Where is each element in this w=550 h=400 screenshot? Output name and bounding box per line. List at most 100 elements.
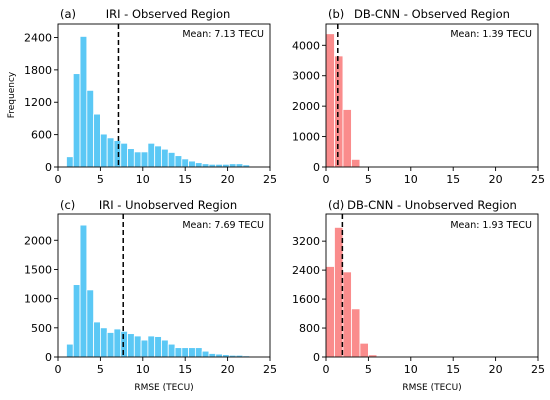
panel-a-bar — [188, 160, 196, 168]
panel-c-ytick-label: 1000 — [24, 293, 52, 306]
panel-c-xtick-label: 25 — [263, 363, 277, 376]
panel-c-bar — [188, 347, 196, 358]
panel-a-bar — [147, 142, 156, 168]
panel-a-bar — [120, 142, 128, 168]
panel-c-ytick-label: 500 — [31, 322, 52, 335]
panel-a-ytick-label: 1200 — [24, 96, 52, 109]
panel-c-bar — [72, 284, 81, 358]
panel-c-ytick-label: 0 — [45, 351, 52, 364]
panel-b-bar — [334, 55, 344, 168]
panel-d-title: DB-CNN - Unobserved Region — [347, 198, 517, 212]
panel-a-bar — [127, 148, 135, 168]
panel-d-frame — [325, 213, 539, 358]
panel-a-bar — [100, 133, 108, 168]
panel-b-mean-label: Mean: 1.39 TECU — [450, 29, 532, 40]
panel-c-xtick-label: 20 — [221, 363, 235, 376]
panel-a-bar — [228, 163, 237, 168]
panel-b-ytick-label: 1000 — [292, 131, 320, 144]
panel-c-bar — [113, 328, 122, 358]
panel-d-xtick-label: 20 — [489, 363, 503, 376]
panel-b-xtick-label: 15 — [446, 173, 460, 186]
panel-b-ytick-label: 2000 — [292, 100, 320, 113]
panel-a-title: IRI - Observed Region — [106, 7, 231, 21]
panel-d-bar — [325, 266, 335, 358]
panel-c-bar — [147, 335, 156, 358]
panel-c-bar — [79, 224, 88, 358]
panel-c-xlabel: RMSE (TECU) — [134, 383, 193, 393]
panel-b-bar — [342, 109, 352, 168]
panel-a: (a) IRI - Observed Region Frequency Mean… — [7, 7, 277, 186]
panel-c-bar — [66, 343, 74, 358]
panel-a-bar — [66, 156, 74, 168]
panel-c-bar — [140, 339, 149, 358]
panel-d-bar — [351, 308, 361, 358]
panel-b-xtick-label: 10 — [404, 173, 418, 186]
panel-d-xtick-label: 0 — [323, 363, 330, 376]
panel-a-tag: (a) — [60, 7, 76, 21]
panel-c-bar — [167, 343, 176, 358]
panel-c-title: IRI - Unobserved Region — [99, 198, 237, 212]
panel-c-xtick-label: 10 — [136, 363, 150, 376]
panel-d-bar — [342, 271, 352, 358]
panel-a-bar — [181, 158, 189, 168]
panel-b-title: DB-CNN - Observed Region — [354, 7, 510, 21]
panel-a-bar — [235, 163, 244, 168]
panel-c-bar — [154, 336, 162, 358]
panel-a-xtick-label: 10 — [136, 173, 150, 186]
panel-c-bar — [174, 347, 183, 358]
panel-c-bar — [181, 347, 189, 358]
panel-b-bar — [351, 158, 361, 168]
panel-b-bar — [325, 33, 335, 168]
panel-d-ytick-label: 2400 — [292, 264, 320, 277]
panel-c-bar — [208, 353, 217, 358]
panel-c-bar — [120, 330, 128, 358]
panel-a-ylabel: Frequency — [7, 71, 17, 118]
panel-a-xtick-label: 15 — [178, 173, 192, 186]
panel-c-tag: (c) — [60, 198, 75, 212]
panel-d-ytick-label: 800 — [299, 322, 320, 335]
panel-d-xtick-label: 25 — [531, 363, 545, 376]
panel-a-ytick-label: 600 — [31, 129, 52, 142]
panel-a-ytick-label: 0 — [45, 161, 52, 174]
panel-b-xtick-label: 5 — [365, 173, 372, 186]
panel-c: (c) IRI - Unobserved Region RMSE (TECU) … — [24, 198, 277, 393]
panel-c-ytick-label: 2000 — [24, 234, 52, 247]
panel-a-bar — [72, 73, 81, 168]
panel-a-bar — [201, 163, 210, 168]
panel-a-xtick-label: 0 — [55, 173, 62, 186]
panel-a-ytick-label: 1800 — [24, 64, 52, 77]
panel-c-bar — [100, 327, 108, 358]
panel-d-ytick-label: 3200 — [292, 235, 320, 248]
panel-b-xtick-label: 20 — [489, 173, 503, 186]
panel-b-ytick-label: 4000 — [292, 39, 320, 52]
panel-c-bar — [133, 335, 142, 358]
panel-b-xtick-label: 25 — [531, 173, 545, 186]
panel-d-mean-label: Mean: 1.93 TECU — [450, 220, 532, 231]
panel-a-frame — [57, 23, 271, 168]
panel-c-bar — [201, 350, 210, 358]
panel-d-ytick-label: 0 — [313, 351, 320, 364]
panel-b: (b) DB-CNN - Observed Region Mean: 1.39 … — [292, 7, 545, 186]
panel-a-bar — [106, 137, 115, 168]
panel-a-bar — [113, 140, 122, 168]
panel-d-xlabel: RMSE (TECU) — [402, 383, 461, 393]
panel-a-xtick-label: 5 — [97, 173, 104, 186]
panel-a-mean-label: Mean: 7.13 TECU — [182, 29, 264, 40]
panel-a-bar — [140, 151, 149, 168]
panel-b-ytick-label: 3000 — [292, 70, 320, 83]
panel-c-bar — [93, 321, 101, 358]
panel-a-ytick-label: 2400 — [24, 31, 52, 44]
panel-a-xtick-label: 25 — [263, 173, 277, 186]
panel-a-bar — [167, 152, 176, 168]
panel-a-bar — [154, 145, 162, 168]
panel-b-ytick-label: 0 — [313, 161, 320, 174]
panel-a-bar — [79, 36, 88, 168]
panel-c-mean-label: Mean: 7.69 TECU — [182, 220, 264, 231]
panel-c-bar — [194, 347, 203, 358]
panel-d-xtick-label: 10 — [404, 363, 418, 376]
panel-c-xtick-label: 0 — [55, 363, 62, 376]
panel-d-bar — [359, 342, 369, 358]
panel-d-ytick-label: 1600 — [292, 293, 320, 306]
panel-a-bar — [194, 162, 203, 168]
